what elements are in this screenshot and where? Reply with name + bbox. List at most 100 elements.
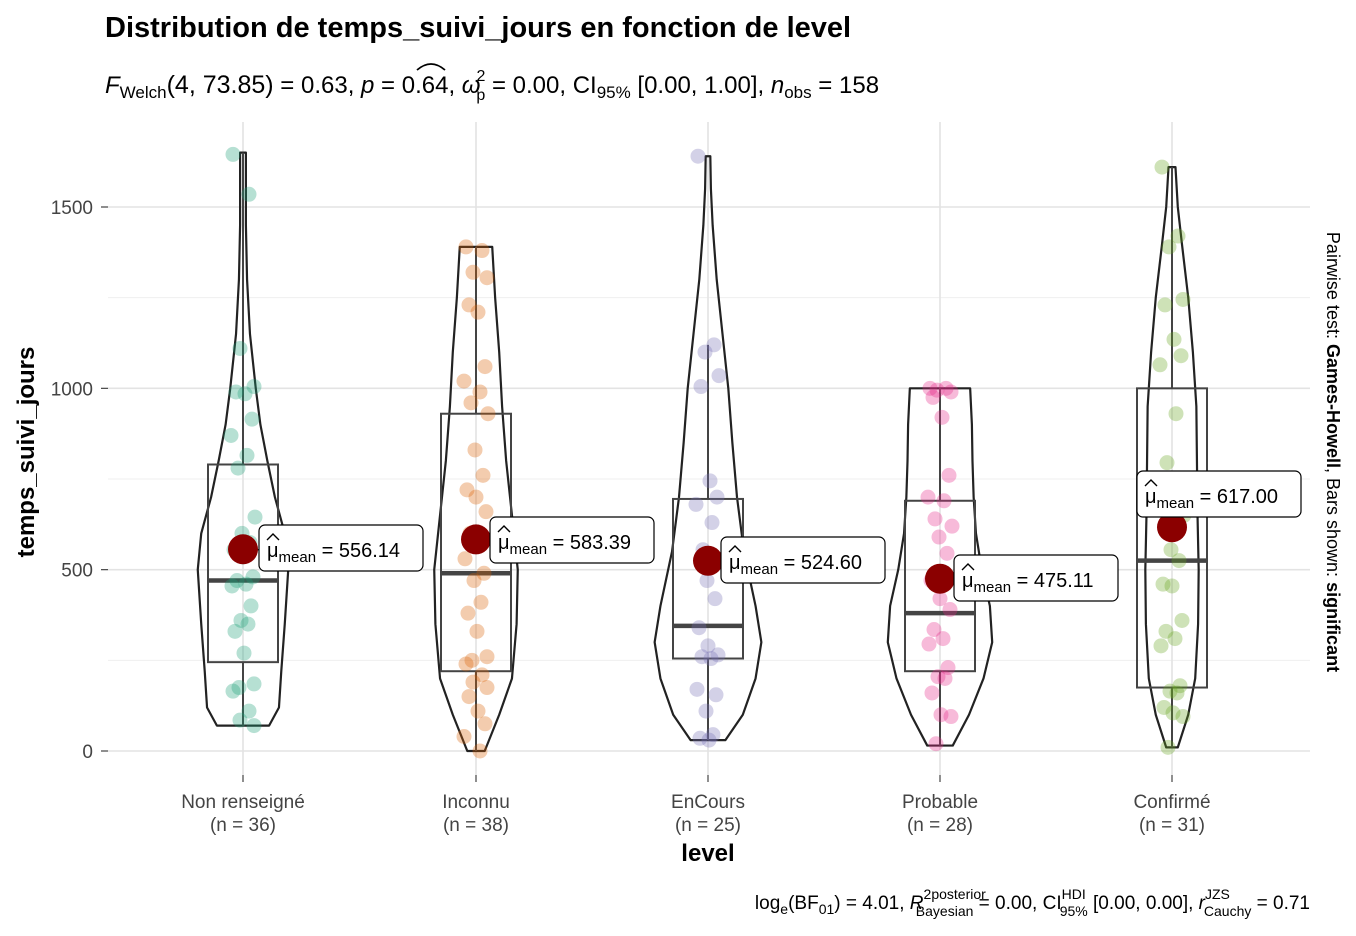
mean-subscript: mean — [741, 561, 779, 578]
x-tick-label: EnCours — [671, 792, 745, 813]
mean-value: = 617.00 — [1194, 486, 1278, 508]
data-point — [704, 515, 720, 531]
data-point — [244, 411, 260, 427]
data-point — [1163, 542, 1179, 558]
mean-label-box — [953, 554, 1119, 602]
x-tick-label: Confirmé — [1133, 792, 1210, 813]
data-point — [475, 467, 491, 483]
f-stat-args: (4, 73.85) — [167, 71, 274, 99]
data-point — [944, 518, 960, 534]
data-point — [705, 727, 721, 743]
cap-ci-sub: 95% — [1060, 903, 1088, 919]
mean-label: μmean = 617.00 — [1136, 470, 1302, 518]
data-point — [935, 631, 951, 647]
data-point — [1157, 297, 1173, 313]
cap-r2-value: = 0.00, — [973, 893, 1042, 914]
data-point — [225, 683, 241, 699]
data-point — [480, 406, 496, 422]
cap-r-sub: Cauchy — [1204, 903, 1251, 919]
data-point — [246, 718, 262, 734]
data-point — [708, 687, 724, 703]
data-point — [477, 359, 493, 375]
data-point — [943, 384, 959, 400]
mean-point — [461, 524, 491, 555]
box — [1136, 387, 1208, 689]
data-point — [1162, 683, 1178, 699]
data-point — [232, 340, 248, 356]
data-point — [709, 489, 725, 505]
mean-subscript: mean — [974, 579, 1012, 596]
data-point — [937, 670, 953, 686]
data-point — [240, 616, 256, 632]
data-point — [689, 681, 705, 697]
mean-subscript: mean — [510, 541, 548, 558]
x-tick-label: Inconnu — [442, 792, 510, 813]
data-point — [1166, 331, 1182, 347]
mean-point — [925, 563, 955, 594]
chart-title: Distribution de temps_suivi_jours en fon… — [105, 12, 851, 44]
data-point — [701, 732, 717, 748]
mean-mu: μ — [962, 570, 974, 592]
data-point — [940, 660, 956, 676]
bayes-caption: loge(BF01) = 4.01, R2posterior Bayesian =… — [755, 886, 1310, 919]
data-point — [457, 551, 473, 567]
data-point — [243, 598, 259, 614]
effect-superscript: 2 — [477, 68, 486, 85]
data-point — [470, 304, 486, 320]
mean-hat — [728, 545, 742, 553]
data-point — [1169, 685, 1185, 701]
data-point — [236, 645, 252, 661]
data-point — [223, 427, 239, 443]
data-point — [477, 716, 493, 732]
data-point — [1164, 578, 1180, 594]
data-point — [237, 386, 253, 402]
side-prefix: Pairwise test: — [1323, 232, 1343, 344]
data-point — [926, 622, 942, 638]
data-point — [934, 409, 950, 425]
mean-point — [693, 545, 723, 576]
data-point — [1153, 638, 1169, 654]
data-point — [230, 460, 246, 476]
y-axis: 0 500 1000 1500 — [51, 198, 108, 763]
group-3: μmean = 524.60 — [653, 148, 886, 748]
data-point — [479, 680, 495, 696]
side-bars: significant — [1323, 582, 1343, 672]
group-2: μmean = 583.39 — [433, 239, 655, 759]
side-test: Games-Howell — [1323, 344, 1343, 468]
data-point — [932, 591, 948, 607]
mean-hat — [961, 563, 975, 571]
cap-r2-sub: Bayesian — [916, 903, 974, 919]
data-point — [472, 743, 488, 759]
y-tick-label: 0 — [82, 742, 93, 763]
x-tick-count: (n = 28) — [907, 815, 973, 836]
mean-value: = 475.11 — [1011, 570, 1093, 592]
data-point — [702, 473, 718, 489]
data-point — [232, 712, 248, 728]
x-tick-count: (n = 25) — [675, 815, 741, 836]
cap-r-value: = 0.71 — [1251, 893, 1310, 914]
cap-log-sub: e — [780, 901, 788, 917]
f-stat-label: F — [105, 72, 121, 99]
mean-hat — [266, 533, 280, 541]
n-label: n — [771, 72, 784, 99]
data-point — [1161, 239, 1177, 255]
n-subscript: obs — [784, 83, 811, 102]
violin — [886, 387, 994, 747]
data-point — [461, 297, 477, 313]
cap-r2-sup: 2 — [924, 886, 932, 902]
mean-label-box — [1136, 470, 1302, 518]
data-point — [1175, 291, 1191, 307]
mean-hat — [497, 525, 511, 533]
data-point — [456, 373, 472, 389]
cap-ci-value: [0.00, 0.00], — [1088, 893, 1199, 914]
data-point — [1156, 699, 1172, 715]
data-point — [479, 270, 495, 286]
data-point — [1158, 623, 1174, 639]
data-point — [942, 602, 958, 618]
data-point — [694, 649, 710, 665]
data-point — [688, 496, 704, 512]
n-value: = 158 — [812, 72, 879, 99]
data-point — [1154, 159, 1170, 175]
